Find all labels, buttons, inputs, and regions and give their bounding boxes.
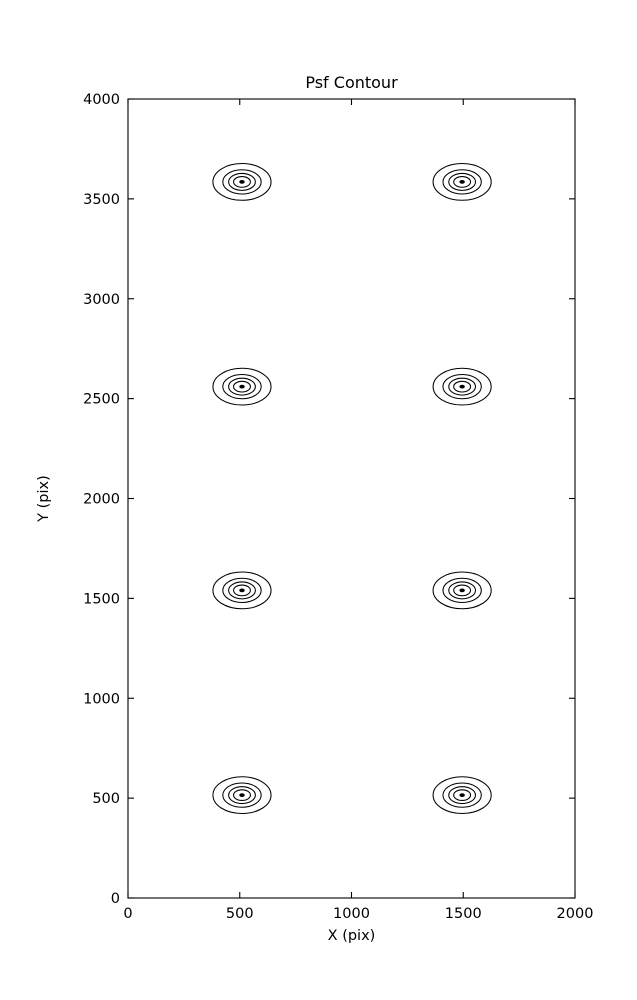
psf-contour-ring [453, 176, 472, 188]
psf-contour-ring [212, 571, 272, 610]
psf-contour-ring [233, 789, 251, 801]
psf-contour-ring [222, 782, 262, 808]
y-axis-label: Y (pix) [36, 475, 52, 523]
y-tick-label: 1000 [83, 691, 120, 707]
psf-source [432, 367, 492, 406]
psf-core-peak [459, 384, 465, 389]
x-tick-label: 0 [123, 906, 132, 922]
psf-contour-ring [212, 367, 272, 406]
psf-core-peak [239, 180, 245, 184]
axes-frame [127, 98, 576, 899]
psf-contour-ring [442, 782, 482, 808]
y-tick-label: 4000 [83, 92, 120, 108]
psf-contour-ring [222, 577, 262, 604]
psf-contour-sources [212, 162, 492, 815]
psf-source [212, 776, 272, 815]
y-axis-ticks: 0 500 1000 1500 2000 2500 3000 3500 4000 [83, 92, 575, 907]
psf-core-peak [459, 588, 465, 593]
psf-contour-ring [432, 367, 492, 406]
y-tick-label: 2500 [83, 392, 120, 408]
x-tick-label: 2000 [557, 906, 594, 922]
x-tick-label: 500 [226, 906, 254, 922]
psf-source [432, 776, 492, 815]
psf-contour-ring [233, 176, 251, 188]
y-tick-label: 3500 [83, 192, 120, 208]
x-axis-ticks: 0 500 1000 1500 2000 [123, 99, 593, 922]
psf-contour-ring [222, 373, 262, 400]
x-axis-label-group: X (pix) [328, 928, 376, 944]
psf-source [212, 162, 272, 201]
psf-contour-ring [432, 162, 492, 201]
y-tick-label: 2000 [83, 492, 120, 508]
psf-contour-ring [222, 169, 262, 195]
psf-source [432, 162, 492, 201]
psf-contour-ring [442, 577, 482, 604]
psf-contour-ring [432, 571, 492, 610]
psf-contour-ring [228, 172, 256, 191]
psf-core-peak [239, 588, 245, 593]
psf-contour-ring [448, 377, 477, 396]
y-tick-label: 1500 [83, 591, 120, 607]
psf-contour-ring [233, 584, 251, 597]
psf-source [212, 571, 272, 610]
psf-contour-ring [448, 786, 477, 805]
page-title: Psf Contour [305, 73, 398, 92]
psf-contour-ring [228, 786, 256, 805]
psf-contour-ring [233, 380, 251, 393]
plot-title-group: Psf Contour [305, 73, 398, 92]
psf-contour-ring [432, 776, 492, 815]
y-axis-label-group: Y (pix) [36, 475, 52, 523]
psf-contour-ring [442, 169, 482, 195]
psf-core-peak [239, 384, 245, 389]
psf-contour-ring [442, 373, 482, 400]
x-axis-label: X (pix) [328, 928, 376, 944]
y-tick-label: 0 [111, 891, 120, 907]
psf-source [212, 367, 272, 406]
psf-contour-ring [448, 172, 477, 191]
x-tick-label: 1000 [333, 906, 370, 922]
psf-contour-ring [212, 776, 272, 815]
psf-core-peak [459, 793, 465, 797]
psf-contour-ring [453, 380, 472, 393]
x-tick-label: 1500 [445, 906, 482, 922]
psf-core-peak [239, 793, 245, 797]
psf-contour-ring [228, 581, 256, 600]
psf-contour-ring [448, 581, 477, 600]
psf-contour-ring [453, 789, 472, 801]
psf-source [432, 571, 492, 610]
y-tick-label: 3000 [83, 292, 120, 308]
axes-border [127, 98, 576, 899]
psf-core-peak [459, 180, 465, 184]
y-tick-label: 500 [92, 791, 120, 807]
psf-contour-ring [228, 377, 256, 396]
psf-contour-ring [212, 162, 272, 201]
psf-contour-ring [453, 584, 472, 597]
